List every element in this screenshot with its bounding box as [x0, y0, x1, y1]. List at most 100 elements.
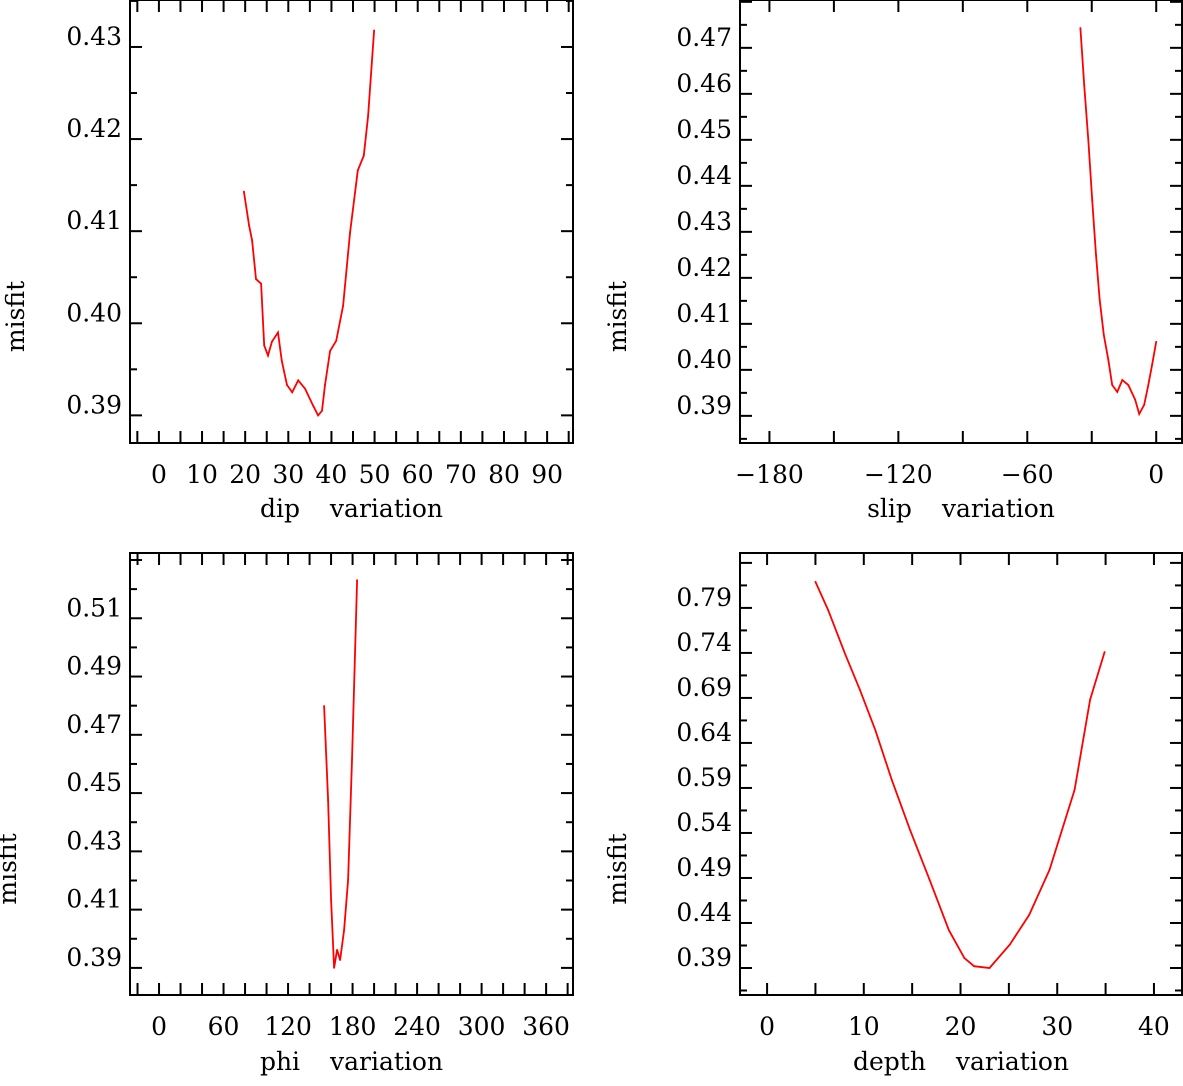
data-point [1134, 398, 1137, 401]
y-axis-label: misfit [1, 281, 30, 352]
data-point [1143, 403, 1146, 406]
data-point [323, 705, 325, 707]
data-point [963, 957, 966, 959]
data-point [367, 115, 370, 117]
x-tick-label: 20 [945, 1012, 977, 1041]
y-tick-label: 0.39 [676, 943, 732, 972]
y-tick-label: 0.41 [66, 206, 122, 235]
data-point [890, 778, 893, 781]
data-point [827, 608, 829, 611]
x-tick-label: −60 [1001, 460, 1054, 489]
x-tick-label: 120 [264, 1012, 312, 1041]
y-tick-label: 0.44 [676, 161, 732, 190]
data-point [291, 391, 294, 394]
data-point [336, 948, 338, 951]
data-point [948, 929, 950, 932]
subplot-3: 0 60 120 180 240 300 360 0.39 0.41 0.43 0.45 0.47 0.… [0, 552, 574, 1076]
x-tick-label: 40 [1138, 1012, 1170, 1041]
x-tick-label: 50 [359, 460, 391, 489]
y-tick-label: 0.54 [676, 808, 732, 837]
y-tick-label: 0.64 [676, 718, 732, 747]
y-tick-label: 0.44 [676, 898, 732, 927]
data-point [1111, 384, 1114, 386]
x-tick-label: 360 [522, 1012, 570, 1041]
data-point [1127, 384, 1130, 386]
data-point [356, 169, 359, 172]
data-point [356, 579, 358, 581]
x-tick-label: 10 [186, 460, 218, 489]
y-axis-label: misfit [603, 281, 632, 352]
data-point [339, 959, 342, 961]
x-tick-label: 60 [402, 460, 434, 489]
y-tick-label: 0.39 [66, 390, 122, 419]
misfit-series-line [243, 30, 375, 418]
data-point [333, 967, 335, 969]
data-point [1151, 363, 1154, 366]
data-point [1147, 384, 1150, 386]
y-tick-label: 0.74 [676, 628, 732, 657]
data-point [1048, 868, 1051, 871]
x-tick-label: 70 [445, 460, 477, 489]
data-point [1087, 138, 1090, 141]
y-tick-label: 0.42 [676, 253, 732, 282]
y-tick-label: 0.49 [66, 652, 122, 681]
x-axis-label: dip variation [260, 494, 443, 523]
data-point [1028, 913, 1031, 916]
data-point [844, 653, 847, 656]
data-point [342, 304, 344, 307]
data-point [928, 878, 931, 881]
data-point [988, 967, 991, 969]
x-tick-label: 240 [393, 1012, 441, 1041]
y-axis-label: misfit [603, 833, 632, 904]
data-point [311, 404, 314, 407]
x-axis-label: slip variation [867, 494, 1055, 523]
data-point [909, 829, 912, 832]
y-tick-label: 0.51 [66, 593, 122, 622]
y-tick-label: 0.79 [676, 583, 732, 612]
x-tick-label: 60 [208, 1012, 240, 1041]
data-point [1107, 358, 1110, 361]
x-tick-label: 0 [151, 460, 167, 489]
data-point [1103, 651, 1106, 653]
data-point [304, 387, 307, 390]
y-tick-label: 0.40 [66, 298, 122, 327]
x-tick-label: 30 [1041, 1012, 1073, 1041]
data-point [814, 580, 817, 583]
data-point [1155, 340, 1158, 343]
data-point [280, 360, 283, 362]
x-tick-label: 0 [759, 1012, 775, 1041]
data-point [1102, 333, 1105, 336]
subplot-2: −180 −120 −60 0 0.39 0.40 0.41 0.42 0.43 0.44 0.45… [603, 0, 1183, 523]
data-point [330, 899, 332, 901]
data-point [335, 339, 338, 342]
data-point [1116, 391, 1119, 393]
data-point [327, 799, 329, 801]
misfit-series-line [814, 581, 1106, 969]
y-tick-label: 0.39 [676, 391, 732, 420]
data-point [242, 190, 245, 193]
data-point [347, 879, 349, 881]
plot-frame [739, 0, 1183, 444]
data-point [248, 224, 250, 227]
data-point [373, 29, 376, 32]
data-point [874, 729, 877, 732]
y-axis-label: misfit [0, 833, 22, 904]
data-point [277, 331, 279, 334]
data-point [1073, 788, 1076, 791]
y-tick-label: 0.46 [676, 69, 732, 98]
data-point [362, 154, 365, 157]
x-tick-label: 180 [329, 1012, 377, 1041]
y-tick-label: 0.59 [676, 763, 732, 792]
data-point [349, 232, 351, 234]
y-tick-label: 0.47 [66, 710, 122, 739]
data-point [255, 278, 257, 280]
x-axis-label: depth variation [853, 1047, 1069, 1076]
x-tick-label: 40 [316, 460, 348, 489]
x-axis-label: phi variation [260, 1047, 443, 1076]
y-tick-label: 0.39 [66, 943, 122, 972]
y-tick-label: 0.45 [66, 768, 122, 797]
data-point [321, 409, 323, 412]
data-point [297, 379, 300, 382]
data-point [351, 758, 353, 761]
y-tick-label: 0.42 [66, 114, 122, 143]
